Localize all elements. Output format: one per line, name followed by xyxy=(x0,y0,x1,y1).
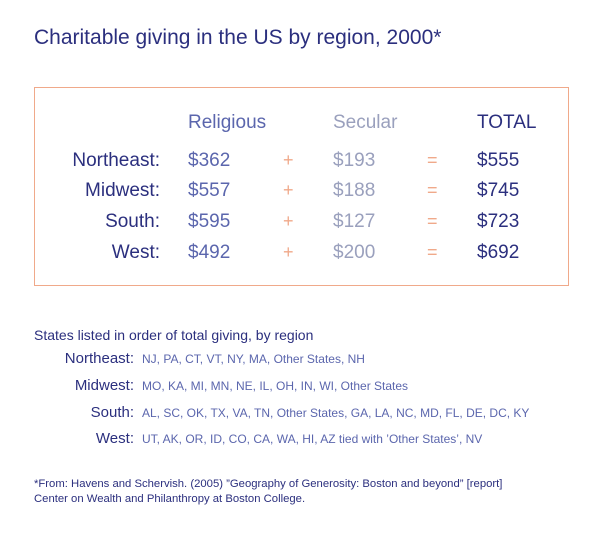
list-item: Northeast: NJ, PA, CT, VT, NY, MA, Other… xyxy=(0,350,600,370)
religious-value: $595 xyxy=(188,211,231,232)
total-value: $745 xyxy=(477,180,520,201)
equals-sign: = xyxy=(427,150,438,170)
plus-sign: + xyxy=(283,211,294,231)
footnote-line: Center on Wealth and Philanthropy at Bos… xyxy=(34,493,306,505)
secular-value: $200 xyxy=(333,242,376,263)
equals-sign: = xyxy=(427,180,438,200)
state-region-label: Midwest: xyxy=(74,377,134,394)
secular-value: $188 xyxy=(333,180,376,201)
equals-sign: = xyxy=(427,211,438,231)
plus-sign: + xyxy=(283,150,294,170)
table-row: South: $595 + $127 = $723 xyxy=(0,211,600,241)
secular-value: $193 xyxy=(333,150,376,171)
region-label: Midwest: xyxy=(85,180,160,201)
header-total: TOTAL xyxy=(477,112,537,133)
state-list: MO, KA, MI, MN, NE, IL, OH, IN, WI, Othe… xyxy=(142,379,409,393)
total-value: $555 xyxy=(477,150,520,171)
state-region-label: South: xyxy=(90,404,134,421)
list-item: West: UT, AK, OR, ID, CO, CA, WA, HI, AZ… xyxy=(0,430,600,450)
plus-sign: + xyxy=(283,242,294,262)
secular-value: $127 xyxy=(333,211,376,232)
footnote-line: *From: Havens and Schervish. (2005) ”Geo… xyxy=(34,478,503,490)
header-religious: Religious xyxy=(188,112,267,133)
state-region-label: Northeast: xyxy=(64,350,134,367)
footnote: *From: Havens and Schervish. (2005) ”Geo… xyxy=(34,477,502,507)
religious-value: $557 xyxy=(188,180,231,201)
table-row: Midwest: $557 + $188 = $745 xyxy=(0,180,600,210)
religious-value: $492 xyxy=(188,242,231,263)
state-list: UT, AK, OR, ID, CO, CA, WA, HI, AZ tied … xyxy=(142,432,483,446)
list-item: Midwest: MO, KA, MI, MN, NE, IL, OH, IN,… xyxy=(0,377,600,397)
total-value: $723 xyxy=(477,211,520,232)
religious-value: $362 xyxy=(188,150,231,171)
data-table-frame xyxy=(34,87,569,286)
list-item: South: AL, SC, OK, TX, VA, TN, Other Sta… xyxy=(0,404,600,424)
table-row: Northeast: $362 + $193 = $555 xyxy=(0,150,600,180)
state-region-label: West: xyxy=(95,430,134,447)
total-value: $692 xyxy=(477,242,520,263)
equals-sign: = xyxy=(427,242,438,262)
plus-sign: + xyxy=(283,180,294,200)
table-row: West: $492 + $200 = $692 xyxy=(0,242,600,272)
state-list: NJ, PA, CT, VT, NY, MA, Other States, NH xyxy=(142,352,365,366)
states-list-title: States listed in order of total giving, … xyxy=(34,327,314,343)
region-label: South: xyxy=(105,211,160,232)
region-label: Northeast: xyxy=(72,150,160,171)
state-list: AL, SC, OK, TX, VA, TN, Other States, GA… xyxy=(142,406,530,420)
region-label: West: xyxy=(111,242,160,263)
chart-title: Charitable giving in the US by region, 2… xyxy=(34,26,442,49)
header-secular: Secular xyxy=(333,112,398,133)
